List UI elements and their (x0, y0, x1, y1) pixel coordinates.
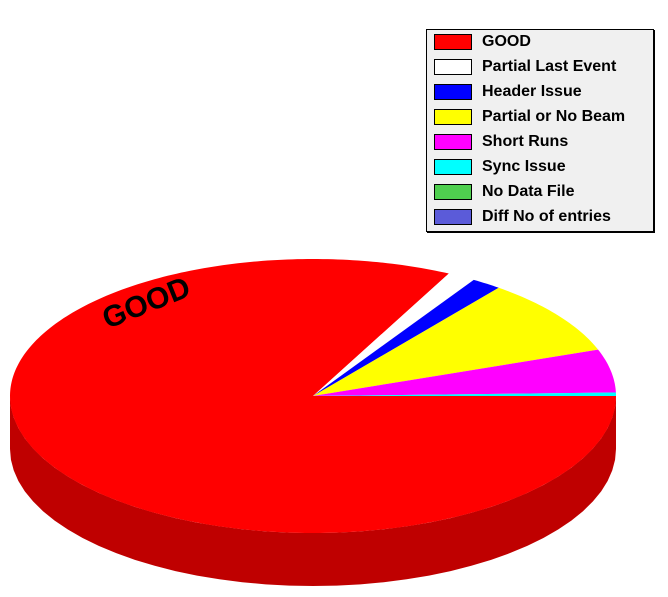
pie-top-face (10, 259, 617, 533)
pie-side-good (10, 396, 616, 586)
pie-side-wall (10, 396, 616, 586)
legend-swatch-short-runs (434, 134, 472, 150)
legend-item-header-issue: Header Issue (427, 80, 653, 105)
legend-label-diff-no-of-entries: Diff No of entries (482, 208, 611, 225)
legend-swatch-no-data-file (434, 184, 472, 200)
legend-item-good: GOOD (427, 30, 653, 55)
pie-slice-partial-or-no-beam (313, 287, 599, 396)
legend-item-short-runs: Short Runs (427, 130, 653, 155)
pie-slice-header-issue (313, 279, 499, 396)
pie-slice-short-runs (313, 349, 616, 396)
pie-slice-partial-last-event (313, 273, 474, 396)
legend-label-no-data-file: No Data File (482, 183, 575, 200)
legend-swatch-good (434, 34, 472, 50)
legend-item-sync-issue: Sync Issue (427, 155, 653, 180)
legend-item-no-data-file: No Data File (427, 180, 653, 205)
legend-label-short-runs: Short Runs (482, 133, 569, 150)
pie-slice-sync-issue (313, 392, 616, 396)
legend-item-partial-or-no-beam: Partial or No Beam (427, 105, 653, 130)
legend-swatch-partial-or-no-beam (434, 109, 472, 125)
legend-swatch-partial-last-event (434, 59, 472, 75)
legend-swatch-diff-no-of-entries (434, 209, 472, 225)
legend-label-partial-or-no-beam: Partial or No Beam (482, 108, 626, 125)
legend-swatch-sync-issue (434, 159, 472, 175)
legend-label-good: GOOD (482, 33, 531, 50)
legend-item-diff-no-of-entries: Diff No of entries (427, 205, 653, 230)
pie-slice-good (10, 259, 617, 533)
legend-label-header-issue: Header Issue (482, 83, 582, 100)
legend: GOOD Partial Last Event Header Issue Par… (426, 29, 654, 232)
legend-label-partial-last-event: Partial Last Event (482, 58, 617, 75)
legend-item-partial-last-event: Partial Last Event (427, 55, 653, 80)
legend-label-sync-issue: Sync Issue (482, 158, 566, 175)
legend-swatch-header-issue (434, 84, 472, 100)
